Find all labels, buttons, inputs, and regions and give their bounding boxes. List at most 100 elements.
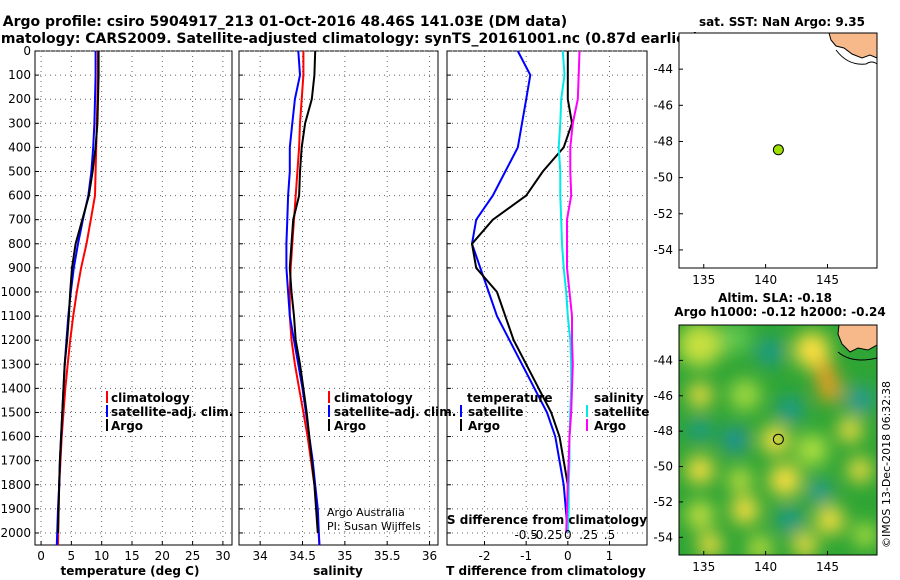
x-tick-label: 5 [68,549,76,563]
x-tick-label: 0 [564,549,572,563]
x-tick-label: 35 [337,549,352,563]
sla-anomaly [776,396,804,424]
difference-legend: temperature satellite Argo salinity sate… [460,391,649,433]
salinity-legend: climatology satellite-adj. clim. Argo [328,391,456,433]
depth-tick-label: 1400 [0,381,31,395]
depth-tick-label: 500 [8,164,31,178]
sla-anomaly [679,325,722,367]
sla-anomaly [816,506,844,534]
sla-anomaly [722,427,748,453]
sla-heatmap [679,325,877,555]
map-lat-label: -54 [653,243,673,257]
salinity-xlabel: salinity [313,564,363,578]
map-lat-label: -46 [653,389,673,403]
x-top-tick-label: 0 [564,528,572,542]
x-tick-label: 34.5 [289,549,316,563]
x-tick-label: 10 [94,549,109,563]
depth-tick-label: 1600 [0,430,31,444]
legend-title-temperature: temperature [467,391,552,405]
sla-anomaly [796,434,828,466]
credit-pi: PI: Susan Wijffels [327,520,421,533]
depth-tick-label: 1900 [0,502,31,516]
series-argo [288,50,319,534]
depth-tick-label: 300 [8,116,31,130]
sla-anomaly [748,536,772,555]
depth-tick-label: 600 [8,189,31,203]
series-argo [57,51,100,534]
x-top-tick-label: -0.25 [531,528,562,542]
sla-anomaly [846,386,874,414]
salinity-series [285,50,321,546]
sla-anomaly [688,383,712,407]
sla-anomaly [769,464,801,496]
sla-anomaly [818,378,842,402]
depth-tick-label: 900 [8,261,31,275]
depth-tick-label: 100 [8,68,31,82]
series-climatology [288,51,321,546]
sla-map-float [772,433,784,445]
sst-contour [835,49,878,65]
map-lon-label: 135 [692,560,715,574]
map-lon-label: 145 [816,560,839,574]
sla-anomaly [686,456,714,484]
sla-map-frame [678,324,878,556]
temperature-xlabel: temperature (deg C) [61,564,200,578]
sla-anomaly [719,325,751,354]
depth-tick-label: 1700 [0,454,31,468]
depth-tick-label: 2000 [0,526,31,540]
legend-label-s-argo: Argo [594,419,626,433]
map-lat-label: -50 [653,460,673,474]
map-lon-label: 135 [692,273,715,287]
legend-label-s-satellite: satellite [594,405,649,419]
title-line-2: Climatology: CARS2009. Satellite-adjuste… [0,31,699,47]
x-tick-label: 0 [37,549,45,563]
sla-anomaly [808,480,832,504]
x-tick-labels: 0 5 10 15 20 25 30 34 34.5 35 35.5 36 -2 -1 0 1 -0.5-0.2… [37,528,615,563]
map-lat-label: -54 [653,530,673,544]
depth-tick-label: 1000 [0,285,31,299]
sla-anomaly [756,338,784,366]
imos-stamp: ©IMOS 13-Dec-2018 06:32:38 [880,381,893,548]
sla-anomaly [686,501,714,529]
legend-label-t-satellite: satellite [468,405,523,419]
depth-tick-label: 1300 [0,357,31,371]
temperature-axes [34,50,233,546]
difference-axes [446,50,648,546]
legend-label-climatology: climatology [111,391,190,405]
x-tick-label: 35.5 [374,549,401,563]
depth-tick-label: 0 [23,44,31,58]
sla-anomaly [731,496,759,524]
sla-map-ticks: 135 140 145 -44 -46 -48 -50 -52 -54 [653,353,839,574]
sla-anomaly [853,523,877,547]
x-tick-label: 30 [215,549,230,563]
sla-map-title-2: Argo h1000: -0.12 h2000: -0.24 [674,305,885,319]
series-t-satellite [470,50,569,534]
sla-contour [837,351,877,361]
sla-anomaly [761,426,789,454]
x-tick-label: 1 [606,549,614,563]
tasmania-land [828,32,878,59]
credit-argo-australia: Argo Australia [327,506,405,519]
legend-label-satellite: satellite-adj. clim. [111,405,233,419]
legend-label-satellite: satellite-adj. clim. [334,405,456,419]
series-s-argo [565,50,581,534]
map-lat-label: -44 [653,353,673,367]
depth-tick-label: 800 [8,237,31,251]
depth-tick-label: 1100 [0,309,31,323]
x-tick-label: 36 [422,549,437,563]
legend-title-salinity: salinity [594,391,644,405]
x-tick-label: 25 [185,549,200,563]
temperature-series [55,51,100,546]
difference-series [470,50,581,534]
x-top-tick-label: .25 [579,528,598,542]
series-t-argo [470,51,574,533]
legend-label-argo: Argo [111,419,143,433]
title-line-1: Argo profile: csiro 5904917_213 01-Oct-2… [3,14,567,30]
x-tick-label: -1 [520,549,532,563]
sla-anomaly [728,468,752,492]
depth-tick-label: 1200 [0,333,31,347]
legend-label-climatology: climatology [334,391,413,405]
profile-gridlines [35,50,647,545]
x-tick-label: -2 [479,549,491,563]
